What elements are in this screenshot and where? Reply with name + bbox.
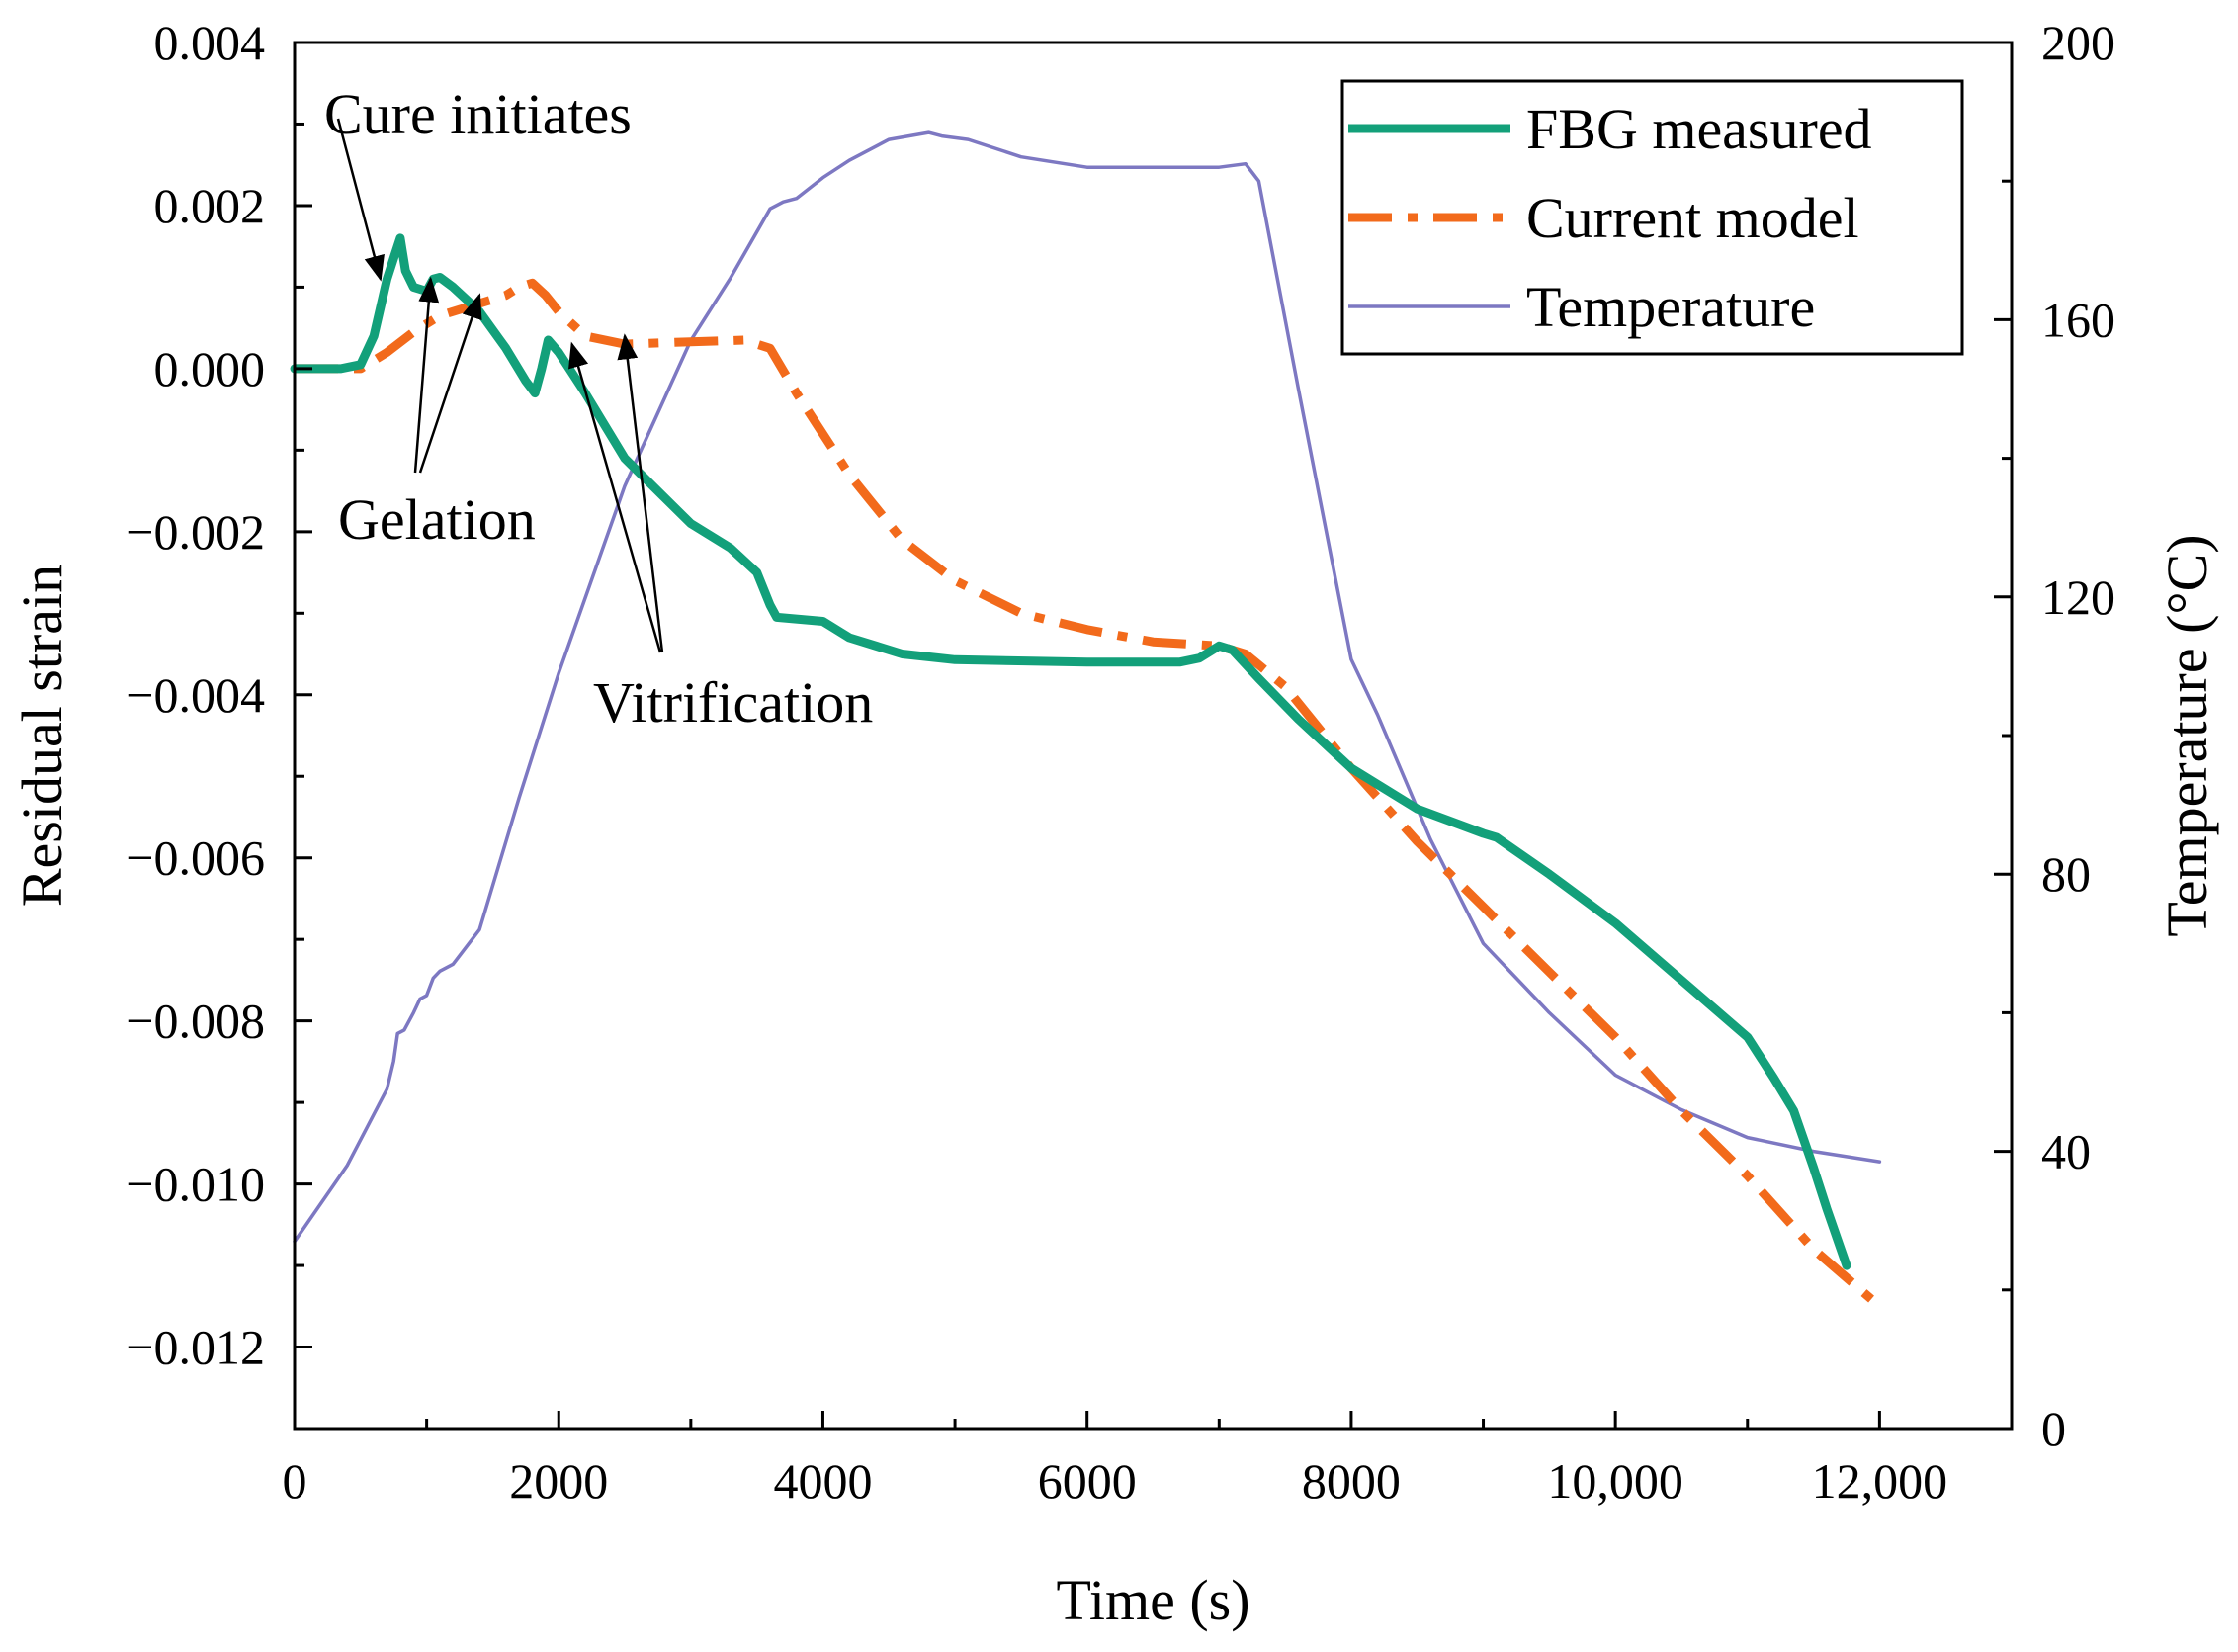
- y2-tick-label: 200: [2041, 15, 2115, 70]
- y2-tick-label: 80: [2041, 846, 2091, 902]
- x-tick-label: 0: [283, 1453, 307, 1509]
- y2-tick-label: 0: [2041, 1401, 2066, 1456]
- legend: FBG measured Current model Temperature: [1340, 79, 1964, 356]
- y2-tick-label: 160: [2041, 292, 2115, 347]
- x-tick-label: 12,000: [1812, 1453, 1948, 1509]
- annotation-arrow: [568, 341, 662, 653]
- series-line-temperature: [293, 130, 1882, 1244]
- x-tick-label: 8000: [1302, 1453, 1401, 1509]
- axes-layer: 0 2000 4000 6000 8000 10,000 12,0000.0040.0020…: [10, 15, 2219, 1632]
- y-tick-label: −0.012: [126, 1320, 265, 1375]
- y-tick-label: −0.006: [126, 830, 265, 886]
- x-axis-title: Time (s): [1056, 1568, 1249, 1632]
- x-tick-label: 10,000: [1547, 1453, 1683, 1509]
- annotation-label: Vitrification: [593, 670, 873, 735]
- y-tick-label: −0.010: [126, 1157, 265, 1212]
- annotation-layer: Cure initiates Gelation Vitrification: [324, 82, 873, 735]
- annotation-arrow: [418, 293, 482, 474]
- x-tick-label: 4000: [773, 1453, 872, 1509]
- y-tick-label: 0.000: [154, 341, 266, 396]
- annotation-arrow: [336, 118, 385, 282]
- y-tick-label: −0.008: [126, 994, 265, 1049]
- y-tick-label: 0.002: [154, 178, 266, 233]
- legend-label: FBG measured: [1526, 97, 1872, 161]
- y-tick-label: −0.002: [126, 504, 265, 560]
- x-tick-label: 6000: [1038, 1453, 1137, 1509]
- x-tick-label: 2000: [509, 1453, 608, 1509]
- y-tick-label: −0.004: [126, 667, 265, 723]
- y2-axis-title: Temperature (°C): [2155, 534, 2219, 936]
- annotation-label: Cure initiates: [324, 82, 632, 146]
- annotation-arrow: [617, 333, 664, 653]
- series-line-fbg-measured: [290, 233, 1851, 1270]
- y2-tick-label: 120: [2041, 569, 2115, 625]
- y2-tick-label: 40: [2041, 1124, 2091, 1179]
- annotation-label: Gelation: [338, 487, 536, 552]
- series-line-current-model: [295, 278, 1883, 1310]
- legend-label: Temperature: [1526, 275, 1815, 339]
- y-tick-label: 0.004: [154, 15, 266, 70]
- y-axis-title: Residual strain: [10, 565, 74, 907]
- annotation-arrow: [413, 276, 440, 474]
- legend-label: Current model: [1526, 186, 1859, 250]
